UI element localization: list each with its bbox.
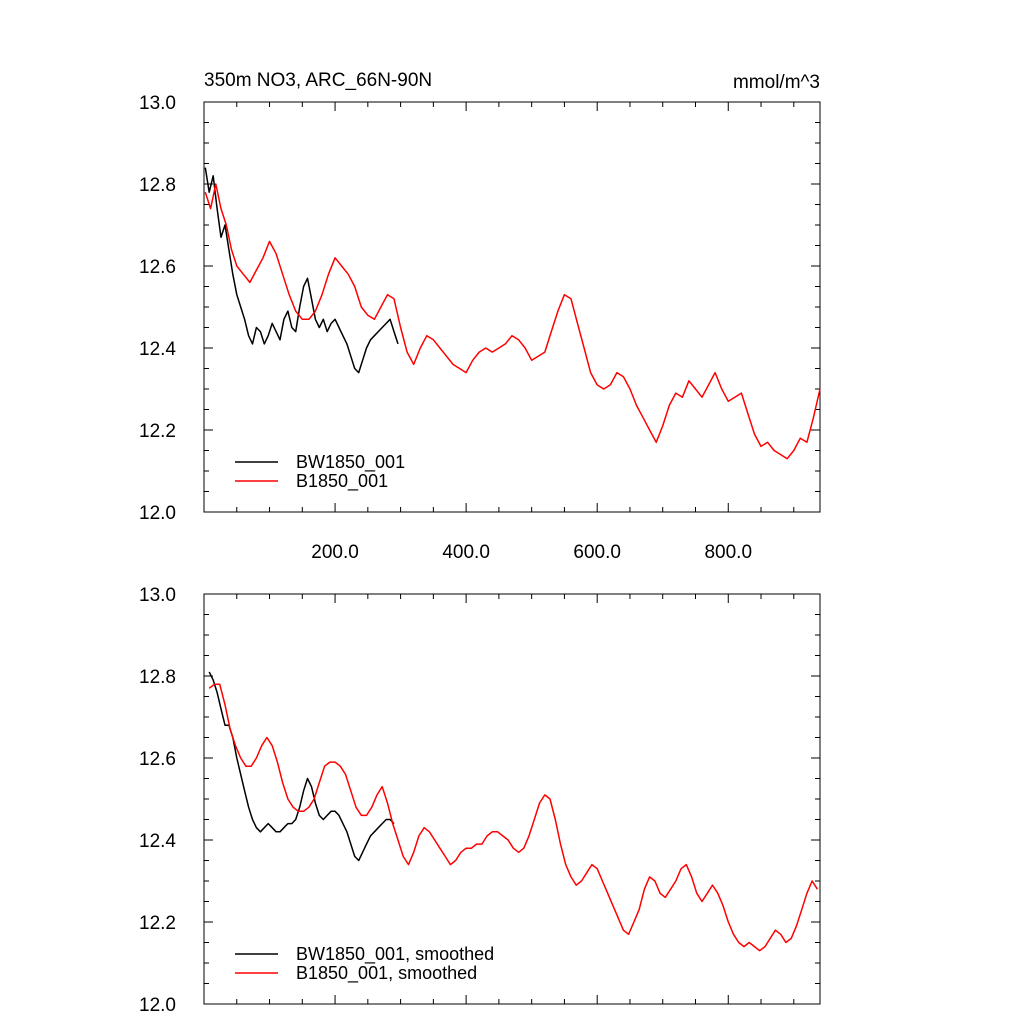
legend-label: B1850_001, smoothed xyxy=(296,963,477,984)
legend-label: BW1850_001, smoothed xyxy=(296,944,494,965)
plot-frame xyxy=(203,101,821,513)
series-line-bw1850 xyxy=(208,671,395,862)
y-tick-label: 12.2 xyxy=(139,421,176,442)
y-tick-label: 12.0 xyxy=(139,995,176,1016)
y-tick-label: 12.2 xyxy=(139,913,176,934)
bottom-panel: 12.0 12.2 12.4 12.6 12.8 13.0 BW1850_001, smoo… xyxy=(139,585,821,1016)
x-tick-label: 600.0 xyxy=(573,542,621,563)
legend-label: B1850_001 xyxy=(296,471,388,492)
plot-frame xyxy=(203,593,821,1005)
series-line-b1850 xyxy=(204,183,821,460)
y-tick-label: 12.4 xyxy=(139,339,176,360)
y-tick-label: 13.0 xyxy=(139,93,176,114)
legend-label: BW1850_001 xyxy=(296,452,405,473)
y-tick-label: 12.4 xyxy=(139,831,176,852)
series-line-bw1850 xyxy=(204,167,399,374)
top-panel: 12.0 12.2 12.4 12.6 12.8 13.0 200.0 400.0 600.0 8… xyxy=(139,70,821,563)
y-tick-label: 12.8 xyxy=(139,175,176,196)
y-tick-label: 12.6 xyxy=(139,749,176,770)
x-tick-label: 200.0 xyxy=(311,542,359,563)
chart-title: 350m NO3, ARC_66N-90N xyxy=(204,70,432,91)
y-tick-label: 12.0 xyxy=(139,503,176,524)
x-tick-label: 400.0 xyxy=(442,542,490,563)
y-tick-label: 12.6 xyxy=(139,257,176,278)
series-line-b1850 xyxy=(208,683,819,952)
x-tick-label: 800.0 xyxy=(704,542,752,563)
units-label: mmol/m^3 xyxy=(733,72,820,93)
y-tick-label: 12.8 xyxy=(139,667,176,688)
y-tick-label: 13.0 xyxy=(139,585,176,606)
